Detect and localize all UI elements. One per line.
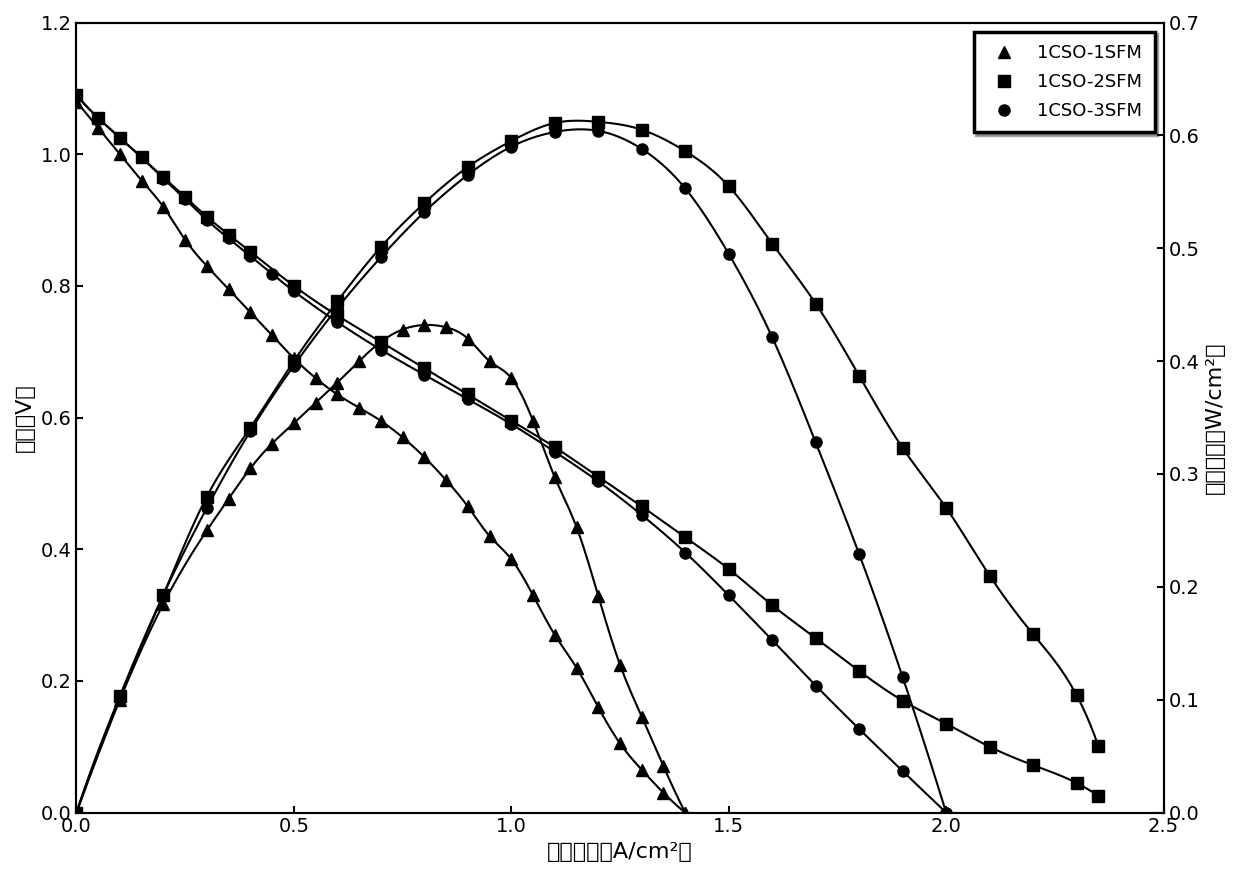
1CSO-3SFM bbox=[765, 635, 780, 645]
1CSO-2SFM bbox=[134, 153, 149, 163]
1CSO-2SFM bbox=[69, 89, 84, 100]
1CSO-1SFM bbox=[678, 808, 693, 818]
Legend: 1CSO-1SFM, 1CSO-2SFM, 1CSO-3SFM: 1CSO-1SFM, 1CSO-2SFM, 1CSO-3SFM bbox=[973, 32, 1154, 132]
1CSO-1SFM bbox=[635, 765, 650, 775]
1CSO-1SFM bbox=[200, 260, 215, 271]
1CSO-3SFM bbox=[635, 510, 650, 520]
1CSO-2SFM bbox=[982, 741, 997, 752]
1CSO-2SFM bbox=[590, 472, 605, 482]
1CSO-2SFM bbox=[330, 310, 345, 321]
1CSO-3SFM bbox=[243, 251, 258, 261]
Line: 1CSO-1SFM: 1CSO-1SFM bbox=[71, 96, 691, 818]
1CSO-2SFM bbox=[373, 337, 388, 347]
1CSO-2SFM bbox=[547, 442, 562, 453]
1CSO-3SFM bbox=[939, 808, 954, 818]
1CSO-2SFM bbox=[939, 718, 954, 729]
1CSO-2SFM bbox=[852, 666, 867, 676]
1CSO-1SFM bbox=[417, 452, 432, 462]
1CSO-3SFM bbox=[417, 369, 432, 380]
1CSO-3SFM bbox=[113, 132, 128, 143]
1CSO-3SFM bbox=[69, 89, 84, 100]
1CSO-2SFM bbox=[156, 172, 171, 182]
X-axis label: 电流密度（A/cm²）: 电流密度（A/cm²） bbox=[547, 842, 693, 862]
Y-axis label: 功率密度（W/cm²）: 功率密度（W/cm²） bbox=[1205, 341, 1225, 494]
Line: 1CSO-3SFM: 1CSO-3SFM bbox=[71, 89, 952, 818]
1CSO-2SFM bbox=[765, 600, 780, 610]
1CSO-1SFM bbox=[460, 501, 475, 511]
1CSO-3SFM bbox=[373, 345, 388, 355]
1CSO-1SFM bbox=[373, 416, 388, 426]
1CSO-2SFM bbox=[243, 246, 258, 257]
1CSO-3SFM bbox=[330, 317, 345, 327]
1CSO-2SFM bbox=[503, 416, 518, 426]
1CSO-3SFM bbox=[134, 153, 149, 163]
1CSO-2SFM bbox=[177, 192, 192, 203]
1CSO-3SFM bbox=[91, 113, 105, 124]
1CSO-1SFM bbox=[156, 202, 171, 212]
1CSO-1SFM bbox=[113, 149, 128, 160]
1CSO-2SFM bbox=[460, 389, 475, 400]
1CSO-2SFM bbox=[895, 695, 910, 706]
1CSO-1SFM bbox=[439, 474, 454, 485]
1CSO-1SFM bbox=[656, 788, 671, 798]
1CSO-2SFM bbox=[1025, 759, 1040, 770]
1CSO-1SFM bbox=[547, 630, 562, 640]
1CSO-1SFM bbox=[286, 353, 301, 364]
1CSO-1SFM bbox=[330, 389, 345, 400]
1CSO-3SFM bbox=[808, 681, 823, 691]
1CSO-2SFM bbox=[722, 564, 737, 574]
1CSO-2SFM bbox=[200, 211, 215, 222]
1CSO-1SFM bbox=[177, 234, 192, 245]
1CSO-1SFM bbox=[134, 175, 149, 186]
1CSO-2SFM bbox=[808, 633, 823, 644]
1CSO-3SFM bbox=[590, 476, 605, 487]
1CSO-3SFM bbox=[503, 419, 518, 430]
1CSO-1SFM bbox=[91, 123, 105, 133]
1CSO-3SFM bbox=[286, 286, 301, 296]
1CSO-1SFM bbox=[264, 330, 279, 340]
1CSO-3SFM bbox=[221, 233, 236, 244]
1CSO-2SFM bbox=[635, 501, 650, 511]
1CSO-1SFM bbox=[69, 96, 84, 107]
1CSO-3SFM bbox=[895, 766, 910, 776]
1CSO-2SFM bbox=[1069, 778, 1084, 788]
1CSO-1SFM bbox=[309, 373, 324, 383]
1CSO-1SFM bbox=[482, 531, 497, 541]
1CSO-3SFM bbox=[177, 194, 192, 204]
1CSO-1SFM bbox=[526, 590, 541, 601]
1CSO-2SFM bbox=[417, 363, 432, 374]
1CSO-1SFM bbox=[221, 284, 236, 295]
1CSO-3SFM bbox=[678, 547, 693, 558]
1CSO-1SFM bbox=[503, 554, 518, 565]
1CSO-2SFM bbox=[678, 532, 693, 543]
1CSO-3SFM bbox=[547, 446, 562, 457]
1CSO-3SFM bbox=[460, 394, 475, 404]
1CSO-3SFM bbox=[200, 215, 215, 225]
1CSO-1SFM bbox=[243, 307, 258, 317]
1CSO-2SFM bbox=[91, 113, 105, 124]
1CSO-2SFM bbox=[1091, 791, 1106, 802]
1CSO-2SFM bbox=[113, 132, 128, 143]
Y-axis label: 电压（V）: 电压（V） bbox=[15, 383, 35, 452]
1CSO-3SFM bbox=[156, 174, 171, 184]
1CSO-1SFM bbox=[396, 432, 410, 443]
1CSO-2SFM bbox=[221, 229, 236, 239]
1CSO-1SFM bbox=[352, 403, 367, 413]
1CSO-3SFM bbox=[264, 268, 279, 279]
1CSO-3SFM bbox=[722, 590, 737, 601]
1CSO-1SFM bbox=[590, 702, 605, 712]
Line: 1CSO-2SFM: 1CSO-2SFM bbox=[71, 89, 1104, 802]
1CSO-3SFM bbox=[852, 724, 867, 734]
1CSO-1SFM bbox=[613, 738, 627, 749]
1CSO-2SFM bbox=[286, 281, 301, 291]
1CSO-1SFM bbox=[569, 662, 584, 673]
